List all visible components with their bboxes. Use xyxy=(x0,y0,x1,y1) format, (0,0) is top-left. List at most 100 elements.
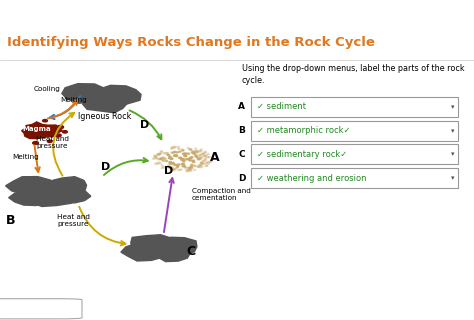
Circle shape xyxy=(188,158,190,160)
Circle shape xyxy=(189,149,191,150)
Polygon shape xyxy=(159,237,197,254)
Text: C: C xyxy=(186,245,196,258)
Text: ✓ metamorphic rock✓: ✓ metamorphic rock✓ xyxy=(257,126,350,135)
Circle shape xyxy=(167,165,170,166)
Circle shape xyxy=(57,125,64,129)
Circle shape xyxy=(157,159,160,160)
Circle shape xyxy=(204,163,207,164)
Circle shape xyxy=(155,163,157,164)
Circle shape xyxy=(204,157,207,159)
Text: Identifying Ways Rocks Change in the Rock Cycle: Identifying Ways Rocks Change in the Roc… xyxy=(7,36,375,49)
Text: %: % xyxy=(36,4,42,10)
Circle shape xyxy=(204,159,207,160)
Circle shape xyxy=(166,153,168,154)
Circle shape xyxy=(177,146,180,148)
Circle shape xyxy=(179,157,182,158)
Circle shape xyxy=(197,166,200,167)
Text: ▾: ▾ xyxy=(451,104,455,110)
Polygon shape xyxy=(81,90,120,105)
Circle shape xyxy=(55,134,61,137)
Circle shape xyxy=(200,164,202,165)
Circle shape xyxy=(172,170,174,171)
Circle shape xyxy=(188,167,190,168)
Circle shape xyxy=(174,151,176,152)
Circle shape xyxy=(175,155,177,156)
Circle shape xyxy=(199,155,201,156)
Circle shape xyxy=(202,163,204,164)
Circle shape xyxy=(155,158,157,159)
Circle shape xyxy=(199,164,201,166)
Circle shape xyxy=(171,169,173,170)
Text: Igneous Rock: Igneous Rock xyxy=(78,112,131,121)
Circle shape xyxy=(195,151,198,152)
Circle shape xyxy=(169,167,171,169)
Circle shape xyxy=(181,164,183,165)
Circle shape xyxy=(191,157,193,158)
Circle shape xyxy=(173,164,175,165)
Circle shape xyxy=(157,153,159,155)
Text: B: B xyxy=(6,213,15,227)
Circle shape xyxy=(172,169,174,170)
Text: Intro: Intro xyxy=(31,304,54,314)
Circle shape xyxy=(171,148,173,149)
Circle shape xyxy=(190,149,192,151)
Circle shape xyxy=(154,155,156,156)
Text: ✓ sediment: ✓ sediment xyxy=(257,102,306,111)
Circle shape xyxy=(207,162,210,163)
Circle shape xyxy=(182,160,185,162)
Circle shape xyxy=(202,153,205,154)
Text: ✓ weathering and erosion: ✓ weathering and erosion xyxy=(257,173,366,182)
Circle shape xyxy=(175,156,178,157)
Circle shape xyxy=(193,153,196,154)
Circle shape xyxy=(157,154,160,155)
Circle shape xyxy=(199,158,201,160)
Text: D: D xyxy=(140,120,149,130)
Circle shape xyxy=(33,141,38,144)
Circle shape xyxy=(205,155,207,156)
Circle shape xyxy=(165,160,168,162)
Text: ▾: ▾ xyxy=(451,175,455,181)
Circle shape xyxy=(158,154,160,156)
Circle shape xyxy=(155,157,158,158)
Text: Compaction and
cementation: Compaction and cementation xyxy=(192,188,251,201)
Circle shape xyxy=(178,170,180,171)
Circle shape xyxy=(184,154,187,155)
Circle shape xyxy=(191,152,194,153)
Text: D: D xyxy=(238,173,246,182)
Circle shape xyxy=(204,151,206,152)
Circle shape xyxy=(202,160,205,162)
Circle shape xyxy=(184,156,187,157)
Circle shape xyxy=(173,146,176,148)
Circle shape xyxy=(185,169,188,170)
Polygon shape xyxy=(22,122,62,139)
Circle shape xyxy=(190,166,192,167)
Circle shape xyxy=(171,152,173,153)
Circle shape xyxy=(195,148,197,149)
Circle shape xyxy=(193,151,196,152)
Text: Cooling: Cooling xyxy=(34,86,61,92)
Circle shape xyxy=(179,157,181,158)
Circle shape xyxy=(193,153,195,154)
FancyBboxPatch shape xyxy=(251,144,457,164)
Circle shape xyxy=(180,169,182,170)
Circle shape xyxy=(174,155,176,156)
Text: A: A xyxy=(210,151,219,164)
Circle shape xyxy=(173,155,176,156)
Text: Heat and
pressure: Heat and pressure xyxy=(36,136,69,149)
Text: ◀): ◀) xyxy=(10,304,22,314)
Circle shape xyxy=(163,167,165,168)
Circle shape xyxy=(189,169,191,171)
Circle shape xyxy=(157,162,160,163)
Circle shape xyxy=(191,152,194,153)
Circle shape xyxy=(43,120,47,122)
Circle shape xyxy=(184,155,186,156)
Circle shape xyxy=(172,163,174,164)
Circle shape xyxy=(174,169,176,170)
Circle shape xyxy=(204,155,207,156)
Circle shape xyxy=(188,168,190,169)
Text: Using the drop-down menus, label the parts of the rock
cycle.: Using the drop-down menus, label the par… xyxy=(242,64,465,85)
Circle shape xyxy=(164,153,166,154)
Circle shape xyxy=(174,147,176,148)
Circle shape xyxy=(181,159,183,160)
Circle shape xyxy=(196,152,199,153)
